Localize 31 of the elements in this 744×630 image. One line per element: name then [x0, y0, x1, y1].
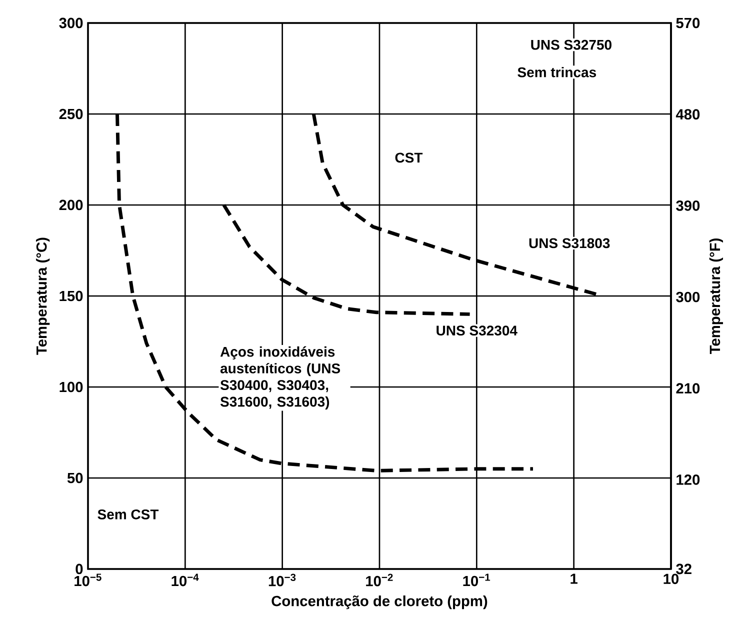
y-tick-label: 200: [59, 200, 83, 210]
y-tick-label: 50: [67, 472, 83, 484]
x-tick-label: 1: [570, 574, 578, 584]
annotation: Sem trincas: [518, 66, 596, 78]
x-axis-title: Concentração de cloreto (ppm): [272, 595, 488, 610]
series-label: Aços inoxidáveis austeníticos (UNS S30400, S30403, S31600, S31603): [220, 346, 340, 410]
annotation: Sem CST: [98, 509, 159, 520]
x-tick-label: 10$^{−4}$: [172, 574, 199, 586]
x-tick-label: 10$^{−1}$: [463, 574, 490, 586]
y-tick-label: 250: [59, 108, 83, 120]
y-tick-label: 100: [60, 382, 83, 392]
y-tick-label: 300: [59, 18, 83, 28]
y2-tick-label: 480: [676, 109, 700, 120]
y2-tick-label: 120: [676, 474, 700, 485]
y2-tick-label: 570: [676, 18, 700, 28]
series-label: UNS S32304: [436, 326, 518, 336]
y-tick-label: 150: [60, 290, 83, 302]
annotation: UNS S32750: [531, 40, 612, 50]
series-label: UNS S31803: [529, 238, 610, 248]
y-axis-title: Temperatura (°C): [36, 238, 50, 355]
y2-tick-label: 300: [676, 292, 700, 302]
y2-tick-label: 210: [676, 383, 700, 394]
y2-tick-label: 32: [676, 564, 692, 574]
y2-tick-label: 390: [676, 200, 700, 211]
x-tick-label: 10$^{−2}$: [366, 574, 393, 586]
x-tick-label: 10: [664, 574, 679, 584]
x-tick-label: 10$^{−3}$: [268, 574, 296, 586]
y2-axis-title: Temperatura (°F): [709, 238, 723, 354]
y-tick-label: 0: [76, 564, 83, 574]
x-tick-label: 10$^{−5}$: [74, 574, 102, 586]
annotation: CST: [395, 152, 423, 163]
